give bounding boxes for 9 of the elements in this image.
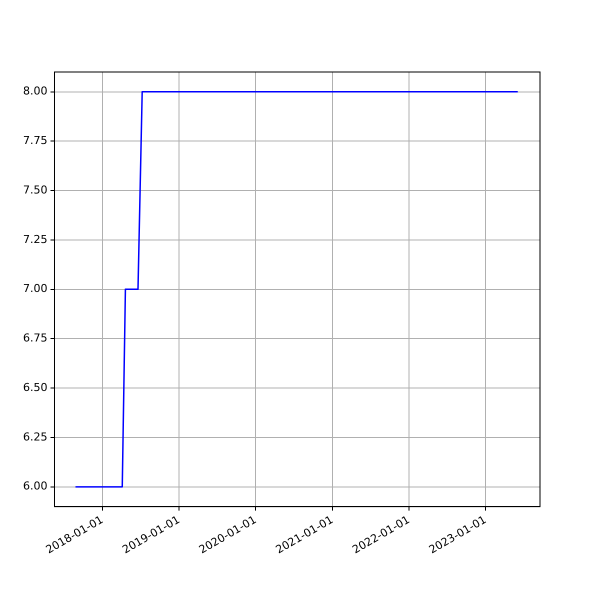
y-tick-label: 7.25 (22, 232, 48, 246)
y-tick-label: 7.75 (22, 134, 48, 147)
y-tick-label: 6.00 (22, 480, 48, 493)
y-tick-label: 7.00 (22, 282, 48, 296)
y-tick-label: 6.75 (22, 332, 48, 345)
y-tick-label: 6.50 (22, 380, 48, 394)
y-tick-label: 7.50 (22, 183, 48, 196)
y-tick-label: 8.00 (22, 84, 48, 98)
y-tick-label: 6.25 (22, 430, 48, 444)
